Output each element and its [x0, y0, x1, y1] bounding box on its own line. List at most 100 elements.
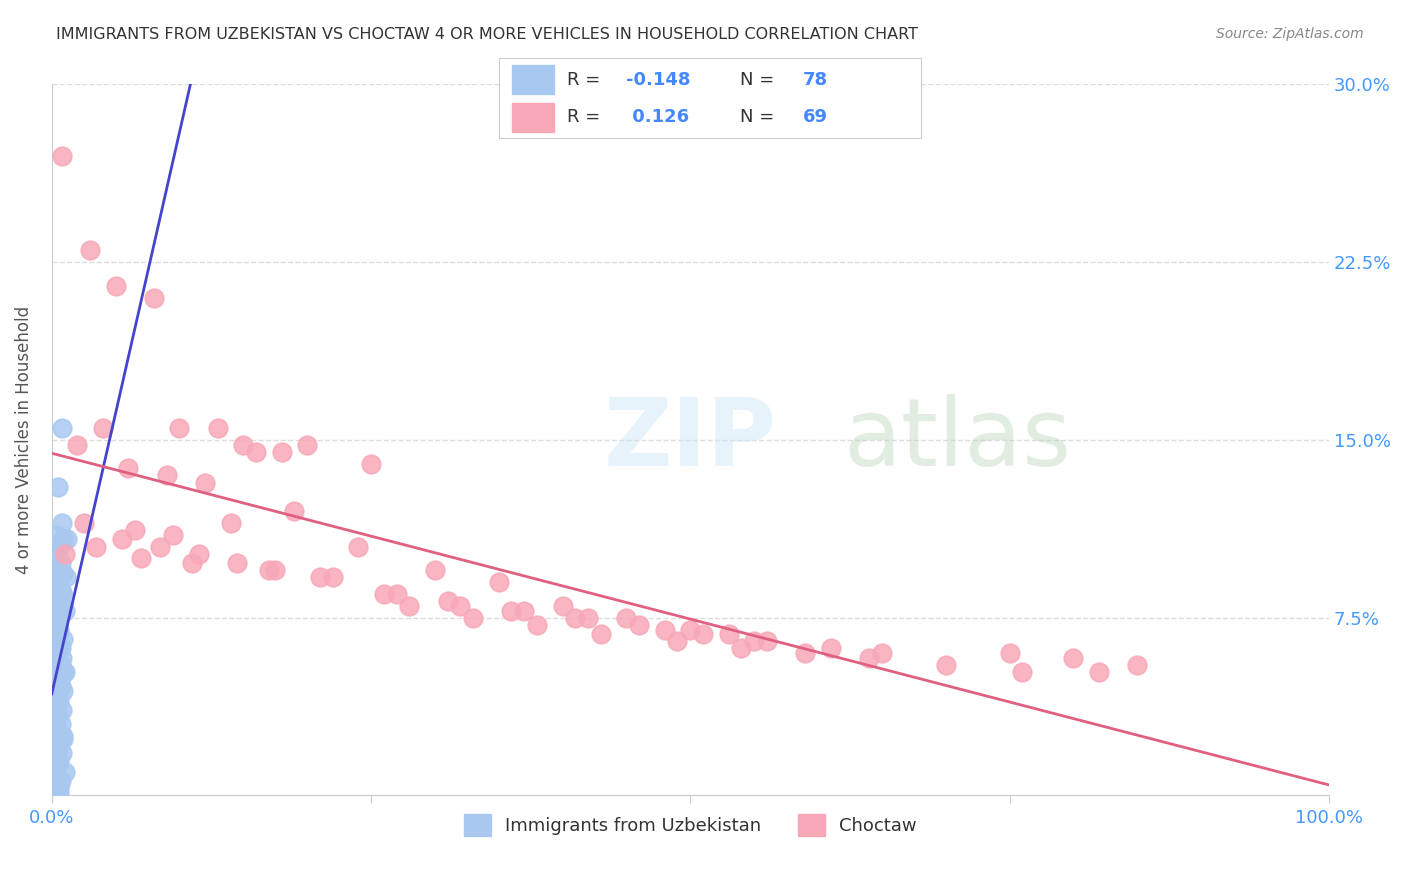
Point: [51, 746, 73, 760]
Point: [45, 551, 67, 566]
Point: [45, 713, 67, 727]
Point: [463, 610, 485, 624]
Text: atlas: atlas: [844, 394, 1071, 486]
Point: [551, 599, 574, 613]
Point: [526, 617, 548, 632]
Point: [46, 753, 69, 767]
Text: R =: R =: [567, 109, 606, 127]
Point: [219, 516, 242, 530]
Point: [270, 444, 292, 458]
Point: [46, 707, 69, 722]
Point: [53, 547, 76, 561]
Point: [86, 540, 108, 554]
Point: [162, 527, 184, 541]
Point: [45, 575, 67, 590]
Point: [44, 561, 66, 575]
Point: [45, 656, 67, 670]
Point: [1126, 658, 1149, 673]
Point: [169, 421, 191, 435]
Point: [264, 563, 287, 577]
Point: [45, 547, 67, 561]
Point: [45, 634, 67, 648]
Point: [46, 741, 69, 756]
Point: [45, 769, 67, 783]
Point: [52, 665, 75, 680]
Point: [488, 575, 510, 590]
Point: [51, 421, 73, 435]
Point: [501, 603, 523, 617]
Point: [52, 632, 75, 646]
Point: [46, 779, 69, 793]
Point: [111, 533, 134, 547]
Text: -0.148: -0.148: [626, 70, 690, 88]
Point: [46, 570, 69, 584]
Point: [52, 729, 75, 743]
Point: [48, 781, 70, 796]
Point: [51, 587, 73, 601]
Point: [48, 660, 70, 674]
Text: N =: N =: [740, 109, 779, 127]
Bar: [512, 103, 554, 132]
Point: [717, 627, 740, 641]
Point: [295, 437, 318, 451]
Point: [232, 437, 254, 451]
Point: [49, 774, 72, 789]
Point: [245, 444, 267, 458]
Text: Source: ZipAtlas.com: Source: ZipAtlas.com: [1216, 27, 1364, 41]
Point: [48, 623, 70, 637]
Point: [1011, 665, 1033, 680]
Point: [194, 475, 217, 490]
Point: [742, 634, 765, 648]
Point: [564, 610, 586, 624]
Point: [49, 599, 72, 613]
Point: [679, 623, 702, 637]
Point: [436, 594, 458, 608]
Point: [870, 646, 893, 660]
Point: [207, 421, 229, 435]
Point: [49, 679, 72, 693]
Point: [45, 689, 67, 703]
Point: [66, 437, 89, 451]
Point: [45, 783, 67, 797]
Point: [46, 480, 69, 494]
Point: [45, 750, 67, 764]
Point: [48, 727, 70, 741]
Point: [666, 634, 689, 648]
Point: [45, 776, 67, 790]
Point: [48, 641, 70, 656]
Point: [373, 587, 395, 601]
Point: [45, 594, 67, 608]
Point: [45, 689, 67, 703]
Point: [45, 637, 67, 651]
Point: [52, 684, 75, 698]
Point: [45, 617, 67, 632]
Point: [45, 627, 67, 641]
Point: [794, 646, 817, 660]
Point: [257, 563, 280, 577]
Text: N =: N =: [740, 70, 779, 88]
Point: [49, 556, 72, 570]
Point: [44, 613, 66, 627]
Point: [423, 563, 446, 577]
Point: [55, 570, 77, 584]
Point: [283, 504, 305, 518]
Point: [53, 665, 76, 680]
Point: [181, 556, 204, 570]
Point: [52, 533, 75, 547]
Point: [45, 563, 67, 577]
Text: R =: R =: [567, 70, 606, 88]
Point: [49, 658, 72, 673]
Point: [998, 646, 1021, 660]
Point: [654, 623, 676, 637]
Point: [49, 641, 72, 656]
Point: [226, 556, 249, 570]
Point: [730, 641, 752, 656]
Point: [48, 693, 70, 707]
Point: [628, 617, 651, 632]
Point: [73, 516, 96, 530]
Text: 0.126: 0.126: [626, 109, 689, 127]
Point: [44, 786, 66, 800]
Point: [322, 570, 344, 584]
Point: [360, 457, 382, 471]
Point: [44, 698, 66, 713]
